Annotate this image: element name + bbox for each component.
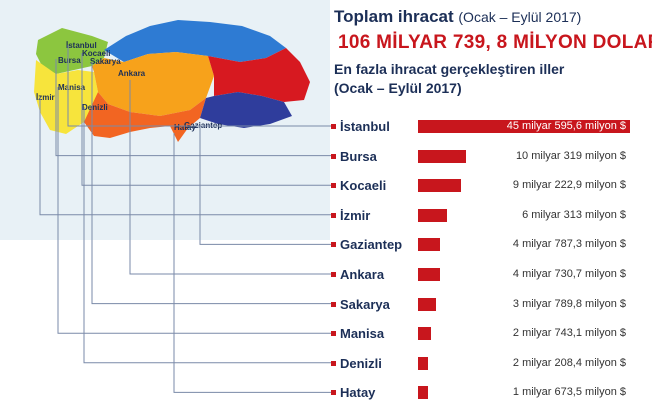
value-label-bursa: 10 milyar 319 milyon $ [515,149,626,162]
map-label-denizli: Denizli [82,103,108,112]
category-label-denizli: Denizli [340,355,382,371]
title-bold: Toplam ihracat [334,7,454,26]
row-marker-istanbul [331,124,336,129]
bar-hatay [418,386,428,400]
map-label-bursa: Bursa [58,56,81,65]
row-marker-denizli [331,360,336,366]
bar-denizli [418,356,429,370]
bar-ankara [418,268,440,281]
map-label-sakarya: Sakarya [90,57,121,66]
bar-izmir [418,208,448,222]
category-label-sakarya: Sakarya [340,296,390,312]
row-marker-bursa [331,153,336,159]
value-label-hatay: 1 milyar 673,5 milyon $ [512,386,626,399]
category-label-ankara: Ankara [340,267,385,282]
category-label-manisa: Manisa [340,326,385,342]
category-label-hatay: Hatay [340,385,376,400]
chart-subtitle: En fazla ihracat gerçekleştiren iller (O… [334,60,644,98]
value-label-sakarya: 3 milyar 789,8 milyon $ [512,297,626,310]
row-marker-ankara [331,272,336,277]
value-label-ankara: 4 milyar 730,7 milyon $ [512,268,626,280]
row-marker-kocaeli [331,183,336,189]
map-label-manisa: Manisa [58,83,86,92]
bar-kocaeli [418,179,461,193]
value-label-kocaeli: 9 milyar 222,9 milyon $ [512,179,626,192]
category-label-istanbul: İstanbul [340,119,390,134]
category-label-gaziantep: Gaziantep [340,237,403,253]
value-label-izmir: 6 milyar 313 milyon $ [522,208,626,221]
map-label-ankara: Ankara [118,69,146,78]
value-label-gaziantep: 4 milyar 787,3 milyon $ [512,238,626,251]
row-marker-izmir [331,212,336,218]
row-marker-gaziantep [331,242,336,248]
bar-gaziantep [418,238,441,252]
turkey-map: İstanbul Bursa Kocaeli Sakarya İzmir Man… [34,20,310,142]
category-label-izmir: İzmir [340,207,371,223]
map-label-izmir: İzmir [36,93,55,102]
map-regions [34,20,310,142]
row-marker-manisa [331,331,336,337]
category-label-bursa: Bursa [340,148,377,164]
category-label-kocaeli: Kocaeli [340,178,387,194]
value-label-istanbul: 45 milyar 595,6 milyon $ [506,120,626,132]
bar-manisa [418,327,431,341]
chart-title: Toplam ihracat (Ocak – Eylül 2017) [334,7,581,27]
subtitle-line-1: En fazla ihracat gerçekleştiren iller [334,61,565,77]
subtitle-line-2: (Ocak – Eylül 2017) [334,80,462,96]
bar-sakarya [418,297,436,311]
row-marker-hatay [331,390,336,396]
bar-istanbul [418,120,630,133]
map-label-hatay: Hatay [174,123,196,132]
total-export-value: 106 MİLYAR 739, 8 MİLYON DOLAR [338,32,652,53]
value-label-manisa: 2 milyar 743,1 milyon $ [512,327,626,340]
row-marker-sakarya [331,301,336,307]
value-label-denizli: 2 milyar 208,4 milyon $ [512,356,626,369]
bar-bursa [418,149,466,163]
title-period: (Ocak – Eylül 2017) [458,9,582,25]
